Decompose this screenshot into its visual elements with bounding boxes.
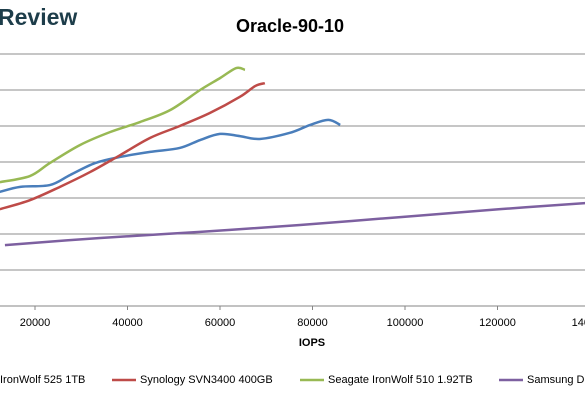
legend-label: Seagate IronWolf 510 1.92TB (328, 374, 473, 386)
x-axis-label: IOPS (299, 337, 325, 349)
x-tick-label: 20000 (20, 317, 51, 329)
x-tick-label: 100000 (387, 317, 424, 329)
legend-label: Samsung D (527, 374, 585, 386)
chart-title: Oracle-90-10 (236, 16, 344, 36)
legend-label: Synology SVN3400 400GB (140, 374, 273, 386)
x-tick-label: 60000 (205, 317, 236, 329)
x-tick-label: 140000 (572, 317, 585, 329)
legend-label: IronWolf 525 1TB (0, 374, 85, 386)
logo: Review (0, 4, 77, 30)
series-line (0, 81, 266, 211)
x-tick-label: 120000 (479, 317, 516, 329)
series-line (0, 118, 341, 194)
series-line (4, 201, 585, 247)
x-tick-label: 80000 (297, 317, 328, 329)
x-tick-label: 40000 (112, 317, 143, 329)
series-line (0, 66, 246, 184)
